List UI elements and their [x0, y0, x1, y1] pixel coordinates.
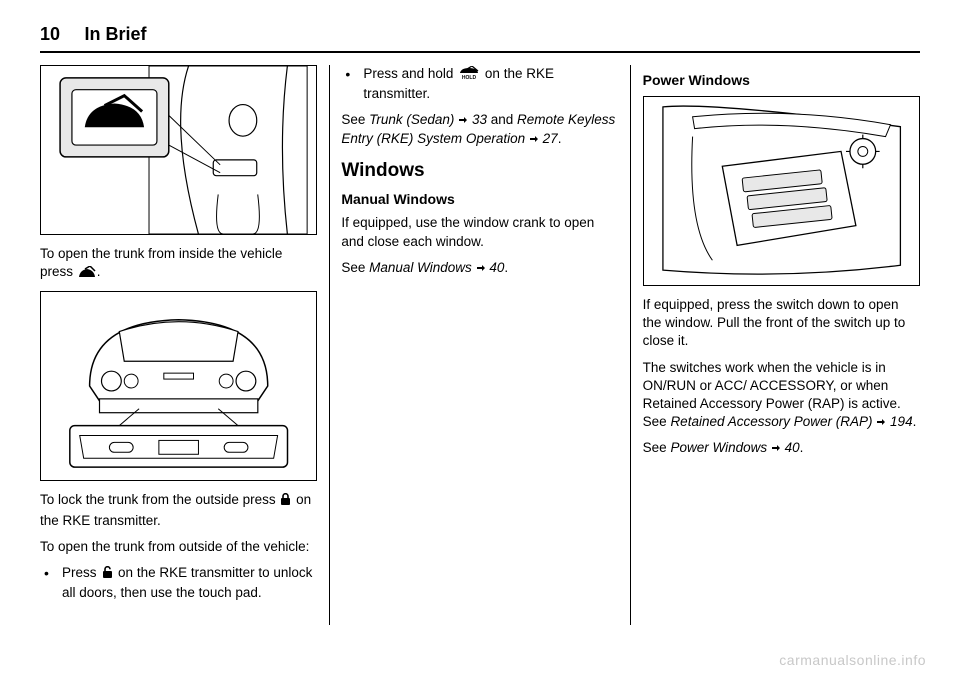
- ref-page: 40: [489, 260, 504, 275]
- list-item: Press on the RKE transmitter to unlock a…: [40, 564, 317, 602]
- text: .: [558, 131, 562, 146]
- manual-windows-heading: Manual Windows: [341, 190, 618, 209]
- page-number: 10: [40, 24, 60, 45]
- text: .: [97, 264, 101, 279]
- ref-icon: [876, 414, 886, 424]
- ref: Trunk (Sedan): [369, 112, 454, 127]
- section-title: In Brief: [84, 24, 146, 45]
- open-outside-intro: To open the trunk from outside of the ve…: [40, 538, 317, 556]
- text: See: [341, 260, 369, 275]
- windows-heading: Windows: [341, 158, 618, 184]
- ref-page: 27: [543, 131, 558, 146]
- manual-windows-text: If equipped, use the window crank to ope…: [341, 214, 618, 250]
- content-columns: To open the trunk from inside the vehicl…: [40, 65, 920, 625]
- ref-icon: [529, 131, 539, 141]
- ref: Retained Accessory Power (RAP): [670, 414, 872, 429]
- hold-trunk-icon: HOLD: [458, 66, 480, 85]
- list-item: Press and hold HOLD on the RKE transmitt…: [341, 65, 618, 103]
- ref-icon: [476, 260, 486, 270]
- see-trunk-ref: See Trunk (Sedan) 33 and Remote Keyless …: [341, 111, 618, 147]
- figure-power-windows: [643, 96, 920, 286]
- lock-icon: [280, 493, 291, 511]
- power-windows-illustration: [644, 97, 919, 285]
- trunk-lock-text: To lock the trunk from the outside press…: [40, 491, 317, 529]
- manual-page: 10 In Brief: [0, 0, 960, 678]
- ref-icon: [771, 440, 781, 450]
- ref-page: 40: [785, 440, 800, 455]
- text: To open the trunk from inside the vehicl…: [40, 246, 282, 279]
- figure-trunk-rear: [40, 291, 317, 481]
- svg-text:HOLD: HOLD: [462, 75, 477, 80]
- text: Press and hold: [363, 66, 453, 81]
- text: .: [913, 414, 917, 429]
- text: .: [800, 440, 804, 455]
- unlock-icon: [101, 566, 113, 584]
- text: See: [341, 112, 369, 127]
- ref: Power Windows: [670, 440, 767, 455]
- text: on the RKE transmitter to unlock all doo…: [62, 565, 312, 600]
- text: and: [487, 112, 517, 127]
- ref-page: 33: [472, 112, 487, 127]
- power-windows-heading: Power Windows: [643, 71, 920, 90]
- see-manual-windows: See Manual Windows 40.: [341, 259, 618, 277]
- power-windows-p2: The switches work when the vehicle is in…: [643, 359, 920, 432]
- text: Press: [62, 565, 97, 580]
- ref-icon: [458, 112, 468, 122]
- text: .: [504, 260, 508, 275]
- ref-page: 194: [890, 414, 913, 429]
- ref: Manual Windows: [369, 260, 472, 275]
- figure-trunk-button: [40, 65, 317, 235]
- text: See: [643, 440, 671, 455]
- text: To lock the trunk from the outside press: [40, 492, 276, 507]
- trunk-release-icon: [78, 265, 96, 283]
- trunk-inside-text: To open the trunk from inside the vehicl…: [40, 245, 317, 283]
- page-header: 10 In Brief: [40, 24, 920, 53]
- power-windows-p1: If equipped, press the switch down to op…: [643, 296, 920, 351]
- watermark: carmanualsonline.info: [779, 652, 926, 668]
- trunk-button-illustration: [41, 66, 316, 234]
- trunk-rear-illustration: [41, 292, 316, 480]
- see-power-windows: See Power Windows 40.: [643, 439, 920, 457]
